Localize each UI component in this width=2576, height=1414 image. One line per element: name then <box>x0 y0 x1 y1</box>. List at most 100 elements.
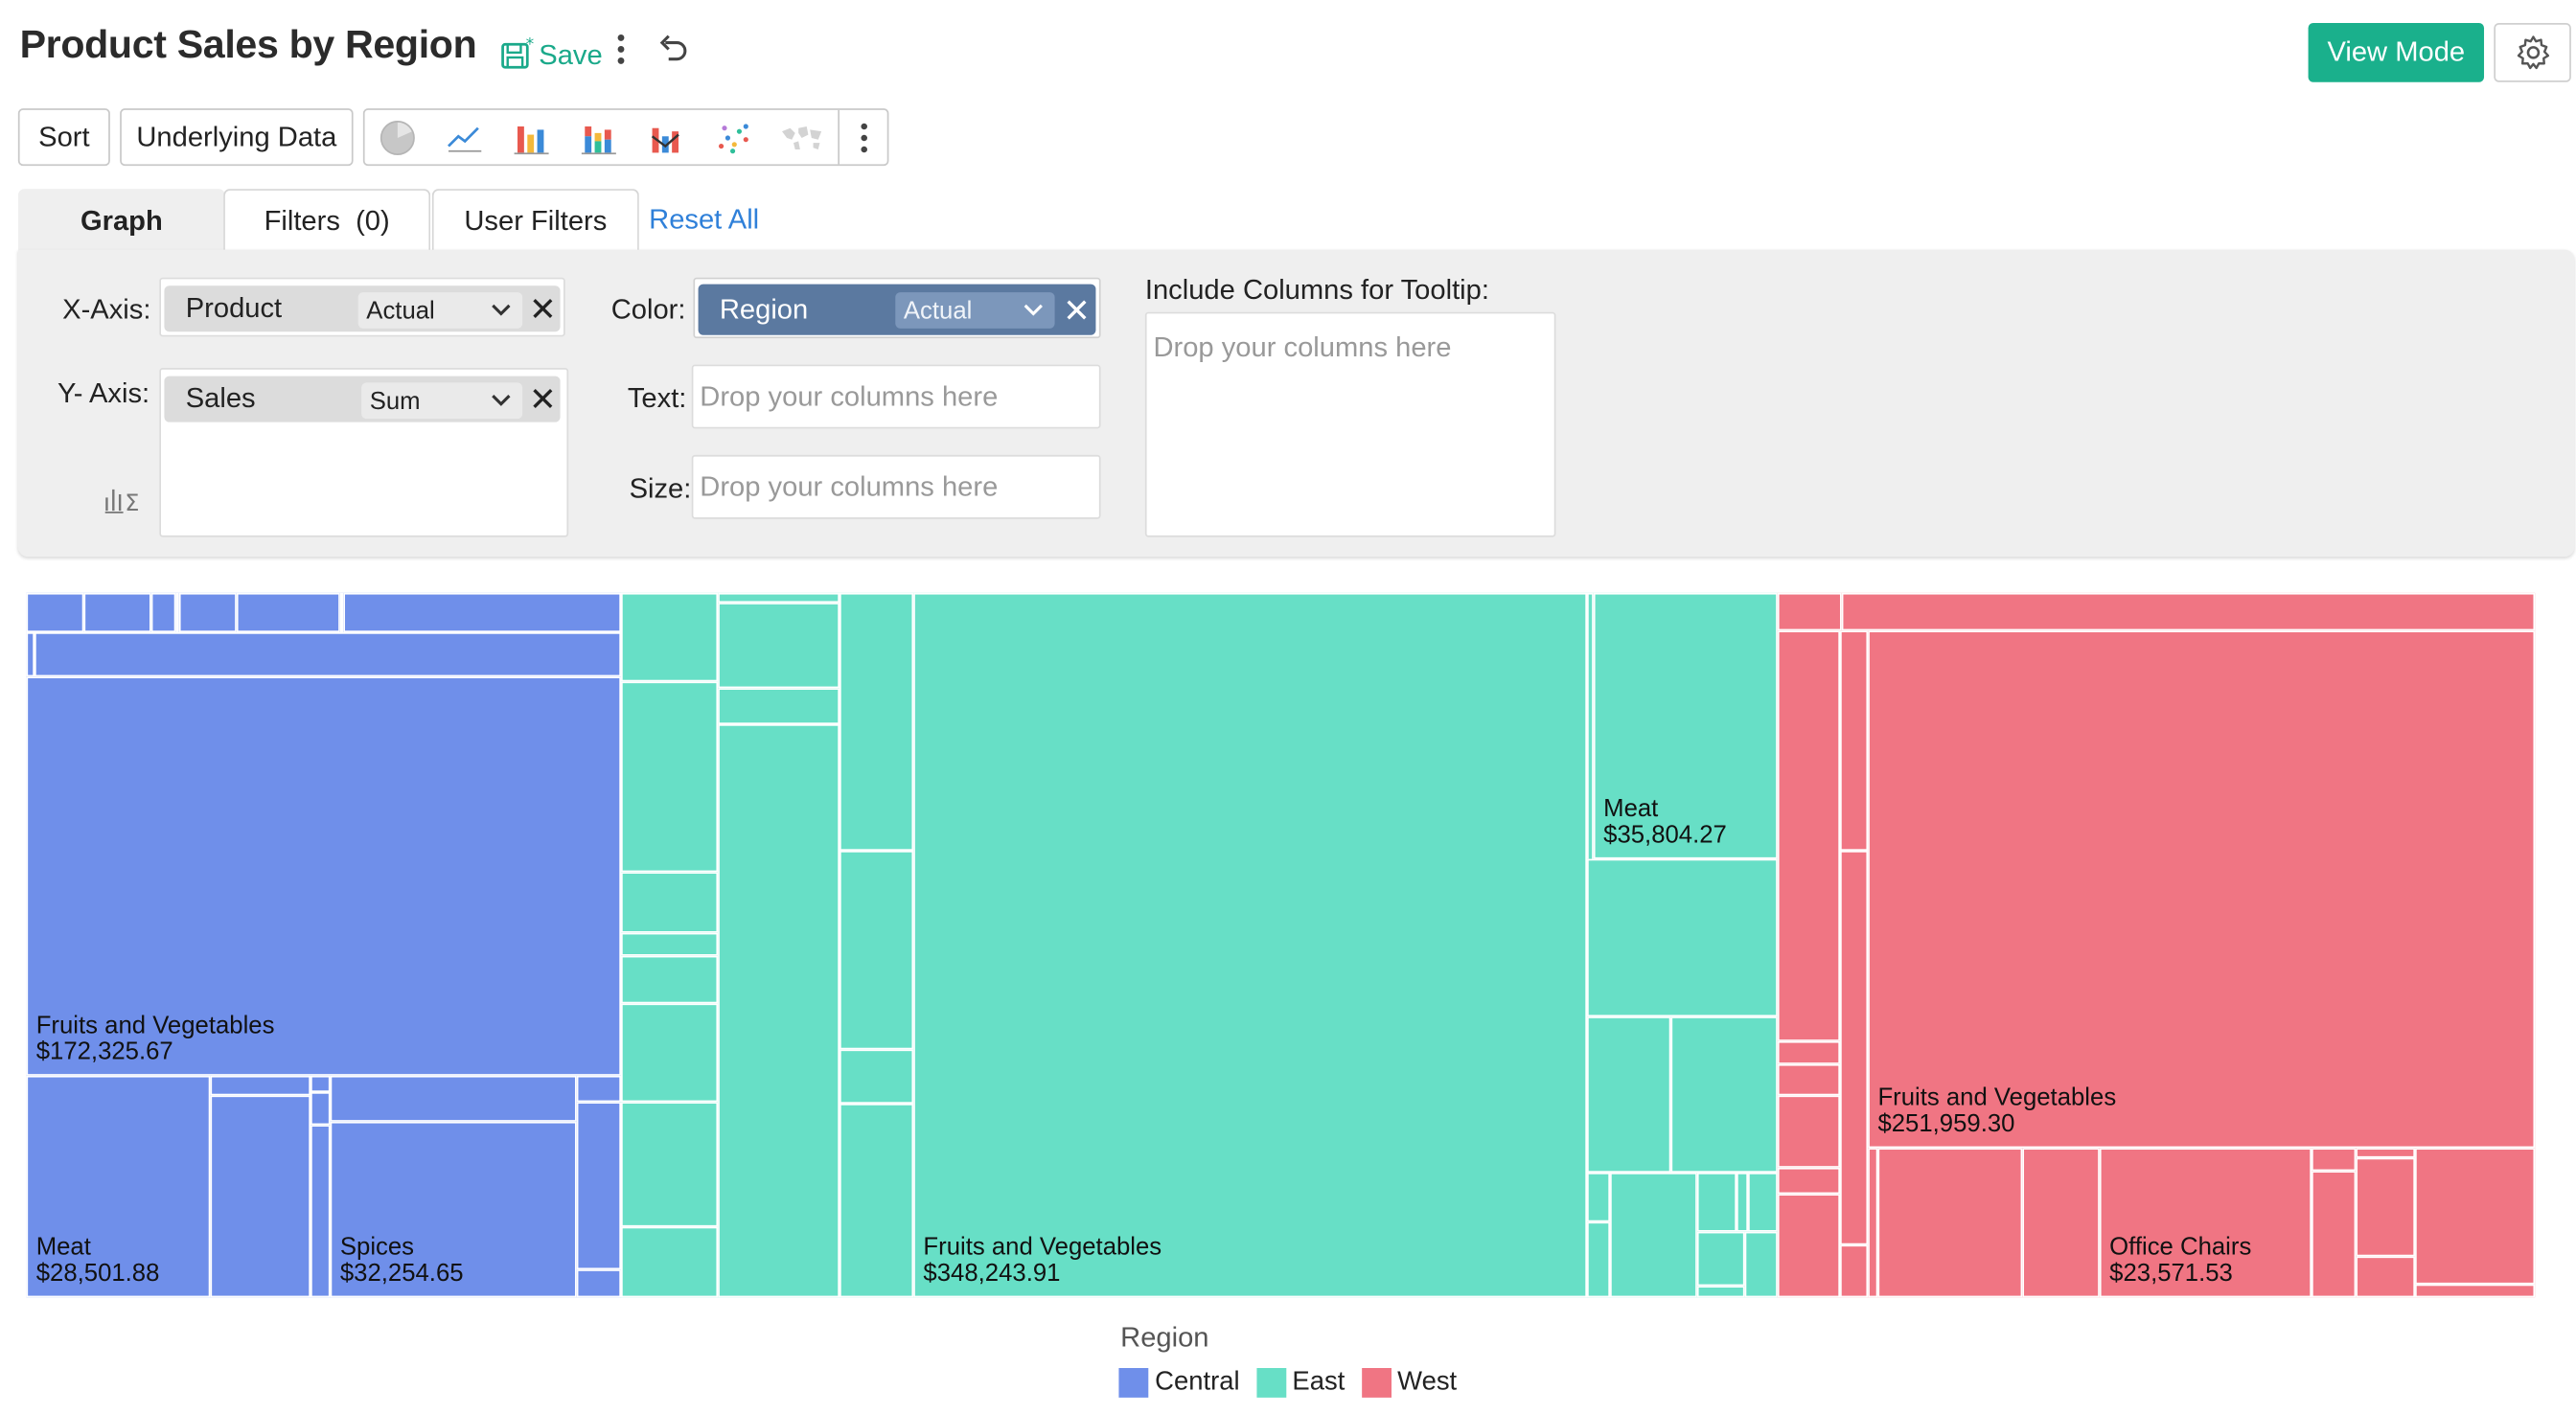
treemap-tile-central[interactable] <box>576 1269 622 1298</box>
treemap-tile-central[interactable] <box>310 1125 331 1298</box>
treemap-tile-west[interactable] <box>1841 592 2536 631</box>
treemap-tile-east[interactable] <box>718 603 840 689</box>
treemap-tile-east[interactable] <box>621 592 719 682</box>
treemap-tile-west[interactable] <box>2415 1148 2536 1285</box>
treemap-tile-central[interactable] <box>210 1075 311 1096</box>
combo-chart-icon[interactable] <box>633 110 701 165</box>
remove-color-icon[interactable]: ✕ <box>1063 293 1091 331</box>
treemap-tile-central[interactable] <box>175 592 179 633</box>
color-aggregation-select[interactable]: Actual <box>895 292 1055 329</box>
treemap-tile-west[interactable] <box>1868 1148 1878 1298</box>
treemap-tile-central[interactable] <box>576 1102 622 1270</box>
treemap-tile-east[interactable] <box>1696 1286 1745 1298</box>
treemap-tile-east[interactable] <box>1696 1173 1737 1232</box>
treemap-tile-west[interactable] <box>2356 1157 2416 1257</box>
treemap-tile-central[interactable] <box>310 1075 331 1093</box>
treemap-tile-east[interactable] <box>621 681 719 873</box>
tooltip-dropzone[interactable]: Drop your columns here <box>1144 311 1556 537</box>
treemap-tile-east[interactable] <box>1748 1173 1778 1232</box>
treemap-tile-central[interactable] <box>343 592 622 633</box>
x-axis-pill[interactable]: Product Actual ✕ <box>164 285 561 332</box>
treemap-tile-east[interactable] <box>1587 1016 1671 1174</box>
treemap-tile-west[interactable]: Fruits and Vegetables $251,959.30 <box>1868 630 2536 1149</box>
treemap-tile-central[interactable]: Fruits and Vegetables $172,325.67 <box>26 676 622 1076</box>
text-dropzone[interactable]: Drop your columns here <box>691 364 1101 429</box>
underlying-data-button[interactable]: Underlying Data <box>120 108 354 167</box>
treemap-tile-central[interactable] <box>310 1092 331 1126</box>
treemap-tile-west[interactable] <box>1840 1244 1869 1298</box>
treemap-tile-east[interactable]: Meat $35,804.27 <box>1593 592 1778 859</box>
aggregate-functions-icon[interactable]: Σ <box>104 485 147 514</box>
treemap-tile-west[interactable] <box>1777 1095 1841 1168</box>
remove-x-axis-icon[interactable]: ✕ <box>529 292 557 329</box>
tab-filters[interactable]: Filters (0) <box>223 189 431 252</box>
remove-y-axis-icon[interactable]: ✕ <box>529 382 557 420</box>
size-dropzone[interactable]: Drop your columns here <box>691 454 1101 519</box>
treemap-tile-west[interactable] <box>1777 1040 1841 1064</box>
treemap-tile-east[interactable] <box>1670 1016 1778 1174</box>
treemap-tile-east[interactable] <box>1587 1173 1611 1222</box>
treemap-tile-east[interactable] <box>621 1226 719 1298</box>
treemap-tile-east[interactable] <box>840 592 914 852</box>
x-axis-aggregation-select[interactable]: Actual <box>357 292 523 329</box>
y-axis-pill[interactable]: Sales Sum ✕ <box>164 376 561 422</box>
pie-chart-icon[interactable] <box>365 110 432 165</box>
legend-item-east[interactable]: East <box>1255 1368 1345 1398</box>
treemap-tile-west[interactable]: Office Chairs $23,571.53 <box>2099 1148 2312 1298</box>
treemap-tile-east[interactable] <box>840 1104 914 1298</box>
treemap-tile-east[interactable] <box>1696 1231 1745 1287</box>
treemap-tile-west[interactable] <box>2312 1171 2357 1298</box>
tab-user-filters[interactable]: User Filters <box>431 189 639 252</box>
treemap-tile-west[interactable] <box>1840 630 1869 852</box>
treemap-tile-east[interactable] <box>621 872 719 933</box>
treemap-tile-west[interactable] <box>2415 1284 2536 1298</box>
treemap-tile-central[interactable] <box>210 1095 311 1298</box>
map-chart-icon[interactable] <box>768 110 835 165</box>
treemap-tile-central[interactable]: Spices $32,254.65 <box>330 1121 577 1298</box>
more-options-icon[interactable] <box>608 30 633 69</box>
treemap-tile-west[interactable] <box>1777 630 1841 1041</box>
treemap-tile-west[interactable] <box>1777 592 1842 631</box>
treemap-tile-central[interactable] <box>83 592 151 633</box>
treemap-tile-east[interactable] <box>1587 858 1778 1017</box>
legend-item-central[interactable]: Central <box>1118 1368 1240 1398</box>
treemap-tile-west[interactable] <box>1840 851 1869 1245</box>
color-pill[interactable]: Region Actual ✕ <box>698 284 1096 335</box>
bar-chart-icon[interactable] <box>499 110 566 165</box>
treemap-tile-east[interactable] <box>1736 1173 1749 1232</box>
settings-button[interactable] <box>2494 23 2571 82</box>
treemap-tile-central[interactable] <box>26 592 84 633</box>
treemap-tile-east[interactable] <box>621 1102 719 1227</box>
treemap-tile-west[interactable] <box>1877 1148 2023 1298</box>
scatter-chart-icon[interactable] <box>701 110 768 165</box>
treemap-tile-east[interactable] <box>621 955 719 1004</box>
treemap-tile-east[interactable]: Fruits and Vegetables $348,243.91 <box>913 592 1588 1298</box>
treemap-tile-east[interactable] <box>718 688 840 725</box>
reset-all-link[interactable]: Reset All <box>649 203 760 236</box>
more-chart-options-icon[interactable] <box>840 110 887 165</box>
treemap-tile-central[interactable] <box>330 1075 577 1122</box>
treemap-tile-west[interactable] <box>2312 1148 2357 1172</box>
treemap-tile-west[interactable] <box>1777 1063 1841 1096</box>
treemap-tile-central[interactable] <box>339 592 344 633</box>
treemap-tile-east[interactable] <box>840 1049 914 1105</box>
tab-graph[interactable]: Graph <box>17 189 225 252</box>
treemap-tile-west[interactable] <box>2356 1256 2416 1298</box>
treemap-tile-east[interactable] <box>718 592 840 604</box>
treemap-tile-west[interactable] <box>2022 1148 2100 1298</box>
treemap-tile-central[interactable]: Meat $28,501.88 <box>26 1075 211 1298</box>
treemap-tile-central[interactable] <box>576 1075 622 1103</box>
treemap-tile-east[interactable] <box>1587 1221 1611 1298</box>
view-mode-button[interactable]: View Mode <box>2308 23 2485 82</box>
treemap-tile-central[interactable] <box>26 632 35 677</box>
treemap-tile-east[interactable] <box>621 1003 719 1103</box>
legend-item-west[interactable]: West <box>1361 1368 1457 1398</box>
treemap-tile-central[interactable] <box>236 592 340 633</box>
sort-button[interactable]: Sort <box>17 108 110 167</box>
stacked-bar-chart-icon[interactable] <box>566 110 633 165</box>
treemap-tile-central[interactable] <box>178 592 237 633</box>
line-chart-icon[interactable] <box>432 110 499 165</box>
treemap-tile-west[interactable] <box>1777 1167 1841 1195</box>
treemap-tile-east[interactable] <box>840 851 914 1050</box>
treemap-tile-central[interactable] <box>150 592 176 633</box>
